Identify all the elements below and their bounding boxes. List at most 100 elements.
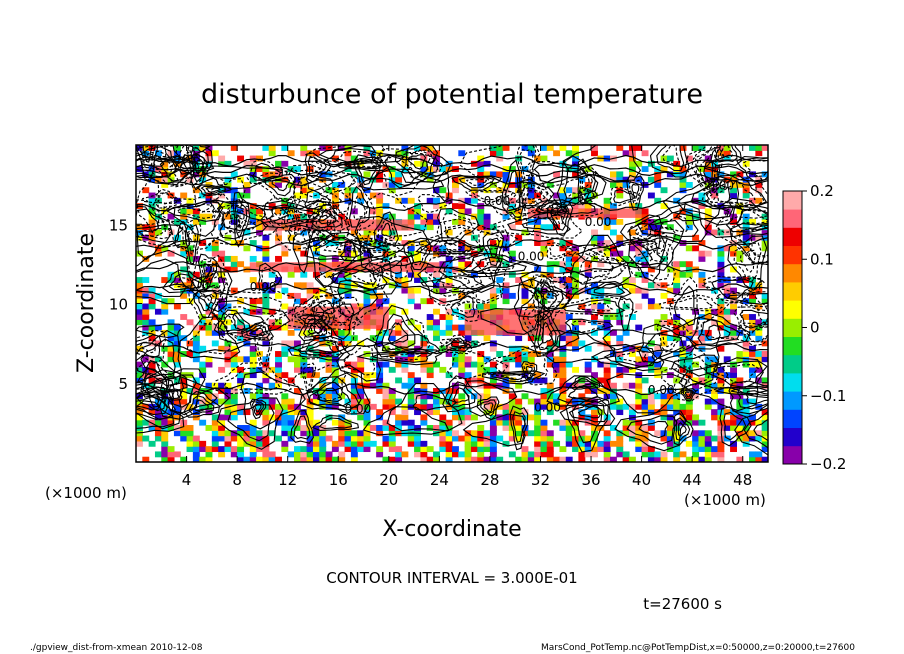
heat-cell: [426, 150, 434, 157]
heat-cell: [458, 218, 466, 225]
heat-cell: [161, 435, 169, 442]
heat-cell: [249, 166, 257, 173]
heat-cell: [243, 430, 251, 437]
heat-cell: [154, 430, 162, 437]
heat-cell: [489, 446, 497, 453]
heat-cell: [742, 435, 750, 442]
heat-cell: [717, 414, 725, 421]
heat-cell: [742, 388, 750, 394]
heat-cell: [553, 192, 561, 199]
heat-cell: [312, 372, 320, 379]
contour-line: [545, 242, 580, 260]
heat-cell: [256, 435, 263, 442]
heat-cell: [603, 197, 611, 204]
heat-cell: [515, 181, 523, 188]
heat-cell: [154, 150, 162, 157]
heat-cell: [211, 435, 219, 442]
colorbar: 0.20.10−0.1−0.2: [782, 182, 846, 473]
heat-cell: [136, 361, 143, 368]
heat-cell: [736, 414, 744, 421]
heat-cell: [452, 324, 459, 331]
heat-cell: [275, 255, 282, 262]
heat-cell: [237, 409, 245, 416]
heat-cell: [224, 303, 232, 310]
contour-line: [136, 220, 195, 248]
heat-cell: [142, 319, 150, 326]
contour-line: [300, 362, 317, 391]
heat-cell: [704, 171, 712, 178]
heat-cell: [660, 398, 668, 405]
contour-line: [702, 275, 763, 304]
contour-line: [570, 234, 632, 285]
contour-line: [200, 258, 215, 286]
contour-line: [311, 414, 360, 431]
contour-line: [687, 361, 711, 386]
heat-cell: [546, 382, 554, 389]
heat-cell: [458, 329, 466, 336]
heat-cell: [395, 414, 403, 421]
contour-line: [568, 401, 609, 423]
heat-cell: [205, 245, 213, 252]
heat-cell: [161, 176, 169, 183]
heat-cell: [376, 197, 384, 204]
heat-cell: [230, 398, 238, 405]
heat-cell: [610, 440, 617, 447]
heat-cell: [445, 271, 453, 278]
heat-cell: [464, 377, 472, 384]
contour-line: [660, 324, 681, 348]
heat-cell: [711, 382, 719, 389]
contour-line: [241, 321, 275, 341]
heat-cell: [401, 419, 409, 426]
heat-cell: [363, 414, 371, 421]
contour-line: [177, 316, 241, 360]
heat-cell: [281, 250, 289, 257]
heat-cell: [692, 234, 700, 241]
heat-cell: [584, 440, 592, 447]
heat-cell: [205, 282, 213, 289]
heat-cell: [180, 208, 188, 215]
heat-cell: [331, 393, 339, 400]
heat-cell: [572, 150, 579, 157]
x-tick-label: 36: [581, 471, 600, 489]
heat-cell: [641, 435, 649, 442]
heat-cell: [275, 181, 282, 188]
heat-cell: [565, 250, 573, 257]
heat-cell: [559, 335, 567, 342]
heat-cell: [344, 329, 352, 336]
contour-line: [190, 171, 226, 213]
heat-cell: [635, 176, 643, 183]
heat-cell: [401, 340, 409, 347]
heat-cell: [199, 213, 207, 220]
heat-cell: [350, 335, 358, 342]
heat-cell: [376, 366, 384, 373]
heat-cell: [306, 409, 314, 416]
heat-cell: [730, 366, 737, 373]
heat-cell: [527, 303, 535, 310]
heat-cell: [502, 440, 510, 447]
contour-line: [458, 177, 495, 189]
heat-cell: [376, 208, 384, 215]
heat-cell: [369, 208, 377, 215]
heat-cell: [603, 329, 611, 336]
heat-cell: [407, 377, 415, 384]
heat-cell: [673, 398, 681, 405]
heat-cell: [249, 255, 257, 262]
heat-cell: [350, 372, 358, 379]
heat-cell: [489, 145, 497, 151]
heat-cell: [622, 419, 630, 426]
heat-cell: [565, 335, 573, 342]
heat-cell: [154, 419, 162, 426]
contour-line: [577, 405, 601, 419]
heat-cell: [477, 435, 485, 442]
heat-cell: [192, 351, 200, 357]
heat-cell: [489, 456, 497, 462]
heat-cell: [660, 203, 668, 209]
heat-cell: [559, 419, 567, 426]
heat-cell: [167, 324, 175, 331]
heat-cell: [692, 440, 700, 447]
heat-cell: [237, 430, 245, 437]
x-axis-label: X-coordinate: [382, 517, 521, 542]
heat-cell: [628, 456, 636, 462]
heat-cell: [603, 430, 611, 437]
heat-cell: [477, 261, 485, 268]
